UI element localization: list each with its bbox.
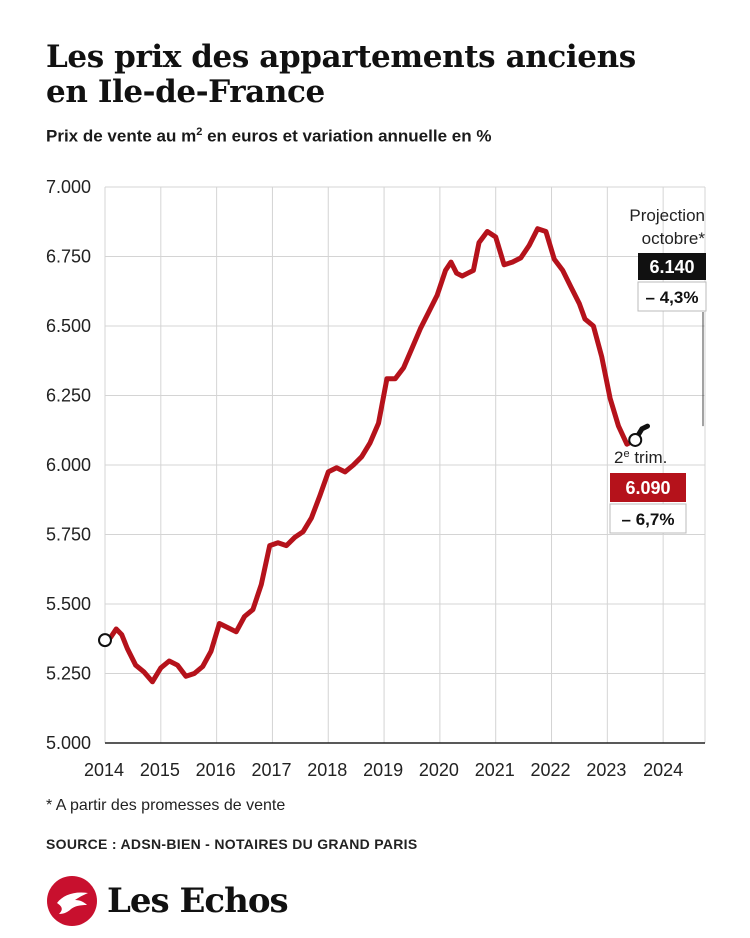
x-tick-label: 2016: [196, 760, 236, 780]
quarter-value-box: [610, 473, 686, 502]
quarter-value: 6.090: [625, 478, 670, 498]
projection-label: Projection: [629, 206, 705, 225]
y-tick-label: 6.500: [46, 316, 91, 336]
x-tick-label: 2024: [643, 760, 683, 780]
eagle-icon: [47, 876, 97, 926]
x-tick-label: 2023: [586, 760, 626, 780]
y-axis-ticks: 7.000 6.750 6.500 6.250 6.000 5.750 5.500 5.250…: [46, 177, 91, 753]
chart-series: [98, 226, 650, 685]
x-tick-label: 2019: [363, 760, 403, 780]
projection-value: 6.140: [649, 257, 694, 277]
brand-name: Les Echos: [107, 881, 289, 921]
x-tick-label: 2015: [140, 760, 180, 780]
chart-title: Les prix des appartements anciens en Ile…: [46, 40, 706, 110]
projection-change: – 4,3%: [646, 288, 699, 307]
y-tick-label: 5.750: [46, 525, 91, 545]
subtitle-superscript: 2: [196, 126, 203, 138]
y-tick-label: 5.500: [46, 594, 91, 614]
subtitle-text-rest: en euros et variation annuelle en %: [202, 126, 492, 146]
source-line: SOURCE : ADSN-BIEN - NOTAIRES DU GRAND P…: [46, 836, 418, 852]
current-value-marker: [628, 432, 643, 447]
y-tick-label: 5.250: [46, 664, 91, 684]
y-tick-label: 6.000: [46, 455, 91, 475]
y-tick-label: 6.750: [46, 247, 91, 267]
chart-subtitle: Prix de vente au m2 en euros et variatio…: [46, 126, 491, 147]
start-marker: [98, 633, 112, 648]
y-tick-label: 7.000: [46, 177, 91, 197]
x-tick-label: 2020: [419, 760, 459, 780]
quarter-label: 2e trim.: [614, 448, 667, 467]
quarter-change: – 6,7%: [622, 510, 675, 529]
x-axis-ticks: 2014 2015 2016 2017 2018 2019 2020 2021 2022 2023…: [84, 760, 683, 780]
subtitle-text: Prix de vente au m: [46, 126, 197, 146]
projection-change-box: [637, 281, 707, 312]
projection-label-month: octobre*: [642, 229, 706, 248]
projection-value-box: [638, 253, 706, 280]
footnote: * A partir des promesses de vente: [46, 797, 286, 814]
chart-title-line-1: Les prix des appartements anciens: [46, 39, 636, 75]
y-tick-label: 6.250: [46, 386, 91, 406]
price-series-line: [102, 226, 638, 685]
x-tick-label: 2022: [531, 760, 571, 780]
x-tick-label: 2018: [307, 760, 347, 780]
line-chart: 7.000 6.750 6.500 6.250 6.000 5.750 5.500 5.250…: [46, 177, 707, 780]
x-tick-label: 2014: [84, 760, 124, 780]
chart-title-line-2: en Ile-de-France: [46, 74, 325, 110]
y-tick-label: 5.000: [46, 733, 91, 753]
x-tick-label: 2021: [475, 760, 515, 780]
x-tick-label: 2017: [251, 760, 291, 780]
chart-annotations: Projection octobre* 6.140 – 4,3% 2e trim. 6.0…: [609, 206, 707, 534]
quarter-change-box: [609, 503, 687, 534]
brand-logo: Les Echos: [47, 876, 289, 926]
